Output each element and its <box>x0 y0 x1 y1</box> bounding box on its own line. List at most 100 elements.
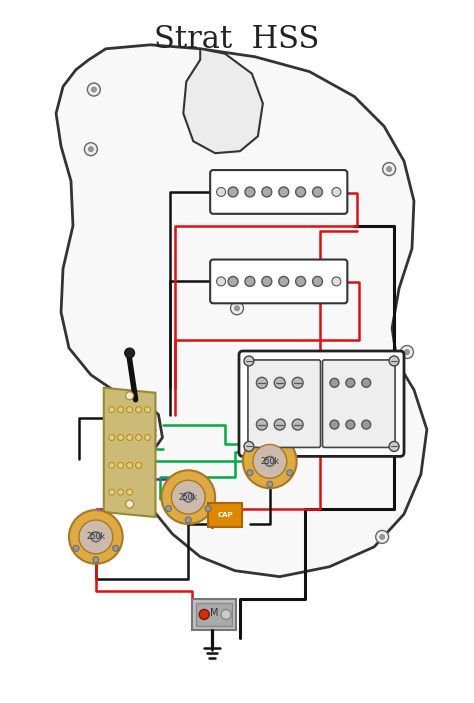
Circle shape <box>274 419 285 430</box>
Circle shape <box>91 532 101 542</box>
Circle shape <box>279 187 289 197</box>
Polygon shape <box>56 45 427 576</box>
Circle shape <box>183 492 193 502</box>
Text: 250k: 250k <box>179 493 198 502</box>
Circle shape <box>145 406 151 413</box>
Polygon shape <box>183 49 263 153</box>
Circle shape <box>389 356 399 366</box>
Text: CAP: CAP <box>217 512 233 518</box>
Text: Strat  HSS: Strat HSS <box>155 24 319 55</box>
Circle shape <box>228 187 238 197</box>
Circle shape <box>247 470 253 476</box>
Circle shape <box>376 531 389 543</box>
Circle shape <box>118 463 124 468</box>
Circle shape <box>245 187 255 197</box>
Circle shape <box>165 505 172 512</box>
Circle shape <box>136 406 142 413</box>
Circle shape <box>125 348 135 358</box>
Circle shape <box>243 434 297 488</box>
Circle shape <box>126 392 134 400</box>
Circle shape <box>244 441 254 451</box>
Circle shape <box>235 306 239 311</box>
FancyBboxPatch shape <box>239 351 404 456</box>
Circle shape <box>253 444 287 478</box>
Circle shape <box>199 610 209 619</box>
Circle shape <box>401 346 413 359</box>
Circle shape <box>221 610 231 619</box>
Circle shape <box>292 378 303 388</box>
Circle shape <box>136 463 142 468</box>
Circle shape <box>296 276 306 286</box>
Circle shape <box>118 406 124 413</box>
Circle shape <box>362 420 371 429</box>
Circle shape <box>162 470 215 524</box>
Circle shape <box>332 188 341 196</box>
Circle shape <box>312 187 322 197</box>
Bar <box>196 602 232 626</box>
Circle shape <box>274 378 285 388</box>
Circle shape <box>346 420 355 429</box>
FancyBboxPatch shape <box>248 360 320 447</box>
Circle shape <box>118 434 124 441</box>
FancyBboxPatch shape <box>210 170 347 214</box>
Circle shape <box>79 520 113 554</box>
Circle shape <box>267 482 273 487</box>
Circle shape <box>127 406 133 413</box>
Circle shape <box>109 406 115 413</box>
Circle shape <box>91 87 96 92</box>
Circle shape <box>113 546 118 551</box>
Circle shape <box>245 276 255 286</box>
Circle shape <box>383 162 396 176</box>
Circle shape <box>118 489 124 495</box>
Circle shape <box>205 505 211 512</box>
Circle shape <box>296 187 306 197</box>
Circle shape <box>312 276 322 286</box>
Circle shape <box>127 489 133 495</box>
Circle shape <box>109 489 115 495</box>
Circle shape <box>256 419 267 430</box>
Circle shape <box>292 419 303 430</box>
Circle shape <box>244 356 254 366</box>
Circle shape <box>332 277 341 286</box>
FancyBboxPatch shape <box>210 259 347 303</box>
Circle shape <box>93 557 99 563</box>
Circle shape <box>389 441 399 451</box>
Circle shape <box>362 378 371 387</box>
Circle shape <box>279 276 289 286</box>
Circle shape <box>127 463 133 468</box>
Circle shape <box>217 277 226 286</box>
Circle shape <box>346 378 355 387</box>
Text: 250k: 250k <box>86 532 105 541</box>
Circle shape <box>230 302 244 315</box>
Circle shape <box>330 378 339 387</box>
Bar <box>208 503 242 527</box>
Circle shape <box>265 456 275 466</box>
Circle shape <box>84 143 97 155</box>
Circle shape <box>145 434 151 441</box>
Circle shape <box>127 434 133 441</box>
Circle shape <box>73 546 79 551</box>
Circle shape <box>88 147 93 152</box>
Circle shape <box>228 276 238 286</box>
Circle shape <box>330 420 339 429</box>
Circle shape <box>256 378 267 388</box>
Circle shape <box>172 480 205 514</box>
Circle shape <box>387 167 392 172</box>
Circle shape <box>88 515 93 520</box>
Circle shape <box>109 463 115 468</box>
Circle shape <box>136 434 142 441</box>
Circle shape <box>262 276 272 286</box>
Text: 250k: 250k <box>260 457 279 466</box>
Circle shape <box>217 188 226 196</box>
Circle shape <box>185 517 191 523</box>
Circle shape <box>109 434 115 441</box>
Circle shape <box>380 534 384 539</box>
Circle shape <box>126 500 134 508</box>
Text: M: M <box>210 608 219 619</box>
Circle shape <box>69 510 123 564</box>
Polygon shape <box>104 388 155 517</box>
Circle shape <box>404 349 410 354</box>
Circle shape <box>87 83 100 96</box>
Circle shape <box>287 470 292 476</box>
Circle shape <box>84 510 97 524</box>
